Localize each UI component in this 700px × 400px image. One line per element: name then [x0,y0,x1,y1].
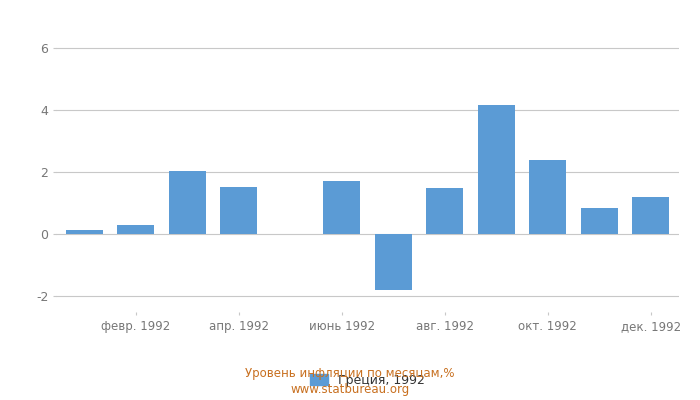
Legend: Греция, 1992: Греция, 1992 [305,369,430,392]
Bar [477,105,514,234]
Bar [169,171,206,234]
Bar [323,181,360,234]
Bar [581,208,617,234]
Bar [632,197,669,234]
Bar [426,188,463,234]
Bar [374,234,412,290]
Bar [529,160,566,234]
Bar [118,225,154,234]
Bar [220,187,258,234]
Bar [66,230,103,234]
Text: Уровень инфляции по месяцам,%: Уровень инфляции по месяцам,% [245,368,455,380]
Text: www.statbureau.org: www.statbureau.org [290,384,410,396]
